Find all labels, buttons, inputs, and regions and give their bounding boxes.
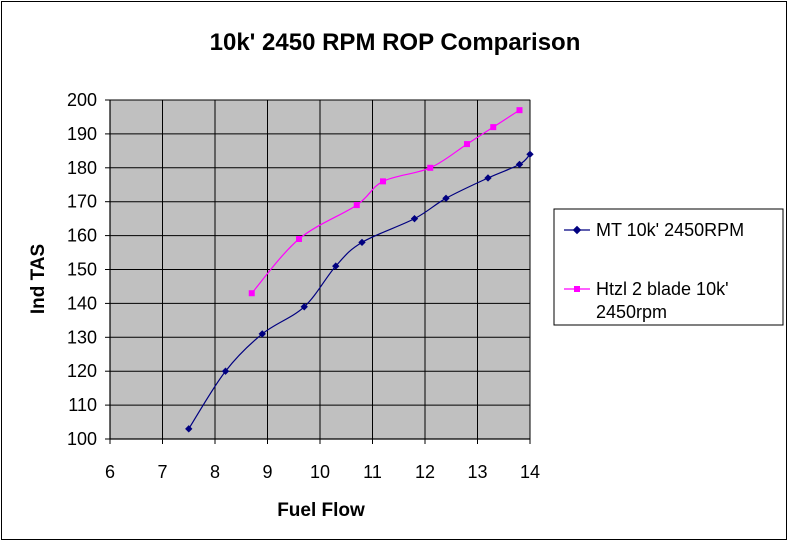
data-point bbox=[380, 178, 386, 185]
plot-area bbox=[105, 99, 531, 444]
data-point bbox=[516, 107, 523, 114]
data-point bbox=[300, 303, 308, 311]
data-point bbox=[258, 330, 266, 338]
x-tick-label: 12 bbox=[415, 462, 435, 482]
data-point bbox=[248, 290, 255, 297]
x-tick-label: 9 bbox=[262, 462, 272, 482]
legend-marker-htzl bbox=[574, 286, 580, 292]
y-tick-label: 170 bbox=[67, 192, 97, 212]
data-point bbox=[427, 164, 434, 171]
legend-label-htzl-line2: 2450rpm bbox=[596, 302, 667, 322]
data-point bbox=[484, 174, 492, 182]
y-tick-label: 180 bbox=[67, 158, 97, 178]
y-axis-title: Ind TAS bbox=[28, 244, 49, 314]
y-tick-label: 140 bbox=[67, 293, 97, 313]
y-tick-label: 120 bbox=[67, 361, 97, 381]
y-axis-ticks: 100 110 120 130 140 150 160 170 180 190 200 bbox=[67, 90, 97, 449]
x-axis-ticks: 6 7 8 9 10 11 12 13 14 bbox=[105, 462, 540, 482]
x-tick-label: 14 bbox=[520, 462, 540, 482]
x-tick-label: 13 bbox=[467, 462, 487, 482]
y-tick-label: 130 bbox=[67, 327, 97, 347]
data-point bbox=[358, 238, 366, 247]
chart-title: 10k' 2450 RPM ROP Comparison bbox=[210, 29, 581, 56]
x-tick-label: 10 bbox=[310, 462, 330, 482]
y-tick-label: 100 bbox=[67, 429, 97, 449]
data-point bbox=[353, 202, 360, 209]
legend-box bbox=[553, 208, 784, 326]
legend: MT 10k' 2450RPM Htzl 2 blade 10k' 2450rp… bbox=[553, 208, 784, 326]
y-tick-label: 150 bbox=[67, 260, 97, 280]
x-axis-title: Fuel Flow bbox=[277, 500, 365, 521]
x-tick-label: 8 bbox=[210, 462, 220, 482]
series-2 bbox=[248, 107, 523, 297]
y-tick-label: 190 bbox=[67, 124, 97, 144]
data-point bbox=[464, 141, 470, 148]
y-tick-label: 110 bbox=[68, 395, 97, 415]
legend-label-htzl-line1: Htzl 2 blade 10k' bbox=[596, 279, 729, 299]
legend-label-mt: MT 10k' 2450RPM bbox=[596, 220, 744, 240]
data-point bbox=[515, 160, 524, 169]
x-tick-label: 6 bbox=[105, 462, 115, 482]
data-point bbox=[490, 124, 497, 131]
y-tick-label: 160 bbox=[67, 226, 97, 246]
data-point bbox=[296, 235, 302, 242]
data-point bbox=[221, 367, 230, 375]
data-point bbox=[526, 150, 534, 158]
x-tick-label: 7 bbox=[157, 462, 167, 482]
data-point bbox=[332, 262, 340, 270]
x-tick-label: 11 bbox=[363, 462, 382, 482]
y-tick-label: 200 bbox=[67, 90, 97, 110]
